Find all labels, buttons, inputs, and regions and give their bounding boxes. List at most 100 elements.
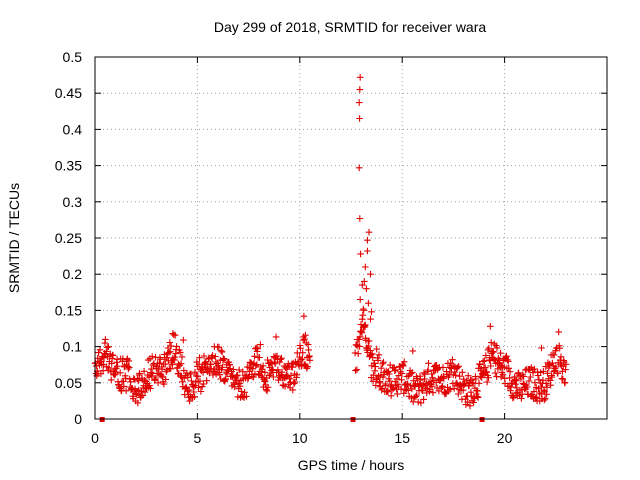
data-point bbox=[254, 345, 261, 352]
data-point bbox=[503, 352, 510, 360]
data-point bbox=[216, 371, 224, 378]
data-point bbox=[490, 348, 497, 356]
y-tick-labels: 0 0.05 0.1 0.15 0.2 0.25 0.3 0.35 0.4 0.45 0.5 bbox=[55, 49, 82, 427]
data-point bbox=[197, 388, 205, 395]
data-point bbox=[497, 349, 504, 357]
x-tick-label: 0 bbox=[91, 430, 99, 446]
data-point bbox=[420, 396, 427, 403]
data-point bbox=[166, 339, 174, 346]
data-point bbox=[483, 378, 491, 386]
y-axis-label: SRMTID / TECUs bbox=[6, 183, 22, 293]
data-point bbox=[236, 382, 244, 390]
data-point bbox=[440, 375, 448, 382]
data-point bbox=[215, 362, 222, 369]
data-point bbox=[212, 358, 220, 366]
data-point bbox=[222, 375, 229, 383]
data-point bbox=[221, 355, 228, 363]
data-point bbox=[446, 386, 454, 393]
data-point bbox=[362, 263, 369, 271]
data-point bbox=[267, 370, 274, 378]
x-tick-label: 15 bbox=[394, 430, 410, 446]
data-points bbox=[91, 74, 570, 410]
x-tick-label: 5 bbox=[194, 430, 202, 446]
data-point bbox=[252, 362, 260, 369]
data-point bbox=[356, 74, 364, 81]
data-point bbox=[410, 382, 418, 389]
data-point bbox=[510, 394, 517, 401]
y-tick-label: 0.4 bbox=[63, 121, 83, 137]
data-point bbox=[455, 390, 462, 398]
data-point bbox=[475, 380, 483, 387]
data-point bbox=[158, 365, 166, 373]
data-point bbox=[169, 330, 177, 337]
data-point bbox=[439, 383, 446, 390]
y-tick-label: 0.3 bbox=[63, 194, 83, 210]
data-point bbox=[538, 344, 545, 352]
y-tick-label: 0.5 bbox=[63, 49, 83, 65]
data-point bbox=[505, 365, 512, 372]
data-point bbox=[114, 362, 121, 370]
data-point bbox=[355, 164, 363, 172]
data-point bbox=[547, 381, 554, 389]
data-point bbox=[134, 399, 142, 407]
data-point bbox=[184, 374, 192, 381]
data-point bbox=[542, 380, 550, 387]
data-point bbox=[277, 356, 284, 363]
y-tick-label: 0.35 bbox=[55, 158, 82, 174]
data-point bbox=[304, 363, 311, 370]
data-point bbox=[380, 358, 387, 366]
data-point bbox=[120, 383, 128, 390]
data-point bbox=[364, 236, 371, 244]
data-point bbox=[452, 372, 459, 379]
data-point bbox=[368, 308, 375, 316]
data-point bbox=[357, 250, 364, 258]
x-axis-label: GPS time / hours bbox=[298, 457, 405, 473]
data-point bbox=[407, 370, 415, 377]
data-point bbox=[239, 368, 247, 375]
data-point bbox=[278, 368, 286, 376]
data-point bbox=[103, 344, 111, 351]
axis-ticks bbox=[94, 56, 607, 420]
data-point bbox=[243, 393, 250, 400]
data-point bbox=[557, 353, 565, 361]
data-point bbox=[377, 364, 385, 372]
data-point bbox=[506, 374, 513, 382]
data-point bbox=[173, 343, 180, 350]
data-point bbox=[146, 382, 153, 389]
data-point bbox=[544, 370, 551, 377]
y-tick-label: 0.15 bbox=[55, 302, 82, 318]
data-point bbox=[482, 352, 490, 359]
data-point bbox=[523, 383, 531, 391]
data-point bbox=[131, 376, 138, 383]
data-point bbox=[272, 333, 280, 341]
data-point bbox=[398, 376, 405, 384]
data-point bbox=[394, 390, 401, 398]
data-point bbox=[413, 391, 421, 399]
data-point bbox=[409, 347, 417, 355]
data-point bbox=[499, 371, 507, 378]
data-point bbox=[487, 323, 494, 330]
data-point bbox=[456, 372, 463, 380]
data-point bbox=[356, 215, 364, 222]
data-point bbox=[535, 385, 542, 392]
data-point bbox=[167, 365, 174, 373]
data-point bbox=[374, 357, 382, 364]
data-point bbox=[379, 360, 386, 367]
data-point bbox=[185, 386, 193, 394]
data-point bbox=[353, 341, 360, 349]
data-point bbox=[447, 359, 454, 367]
data-point bbox=[278, 354, 285, 362]
data-point bbox=[466, 402, 474, 410]
data-point bbox=[365, 299, 372, 307]
data-point bbox=[157, 372, 165, 380]
data-point bbox=[476, 361, 484, 368]
data-point bbox=[302, 331, 309, 339]
data-point bbox=[392, 366, 399, 374]
data-point bbox=[549, 359, 556, 367]
data-point bbox=[529, 369, 537, 376]
data-point bbox=[220, 355, 227, 362]
data-point bbox=[382, 380, 389, 388]
data-point bbox=[556, 344, 563, 352]
data-point bbox=[469, 380, 477, 388]
data-point bbox=[405, 387, 412, 394]
